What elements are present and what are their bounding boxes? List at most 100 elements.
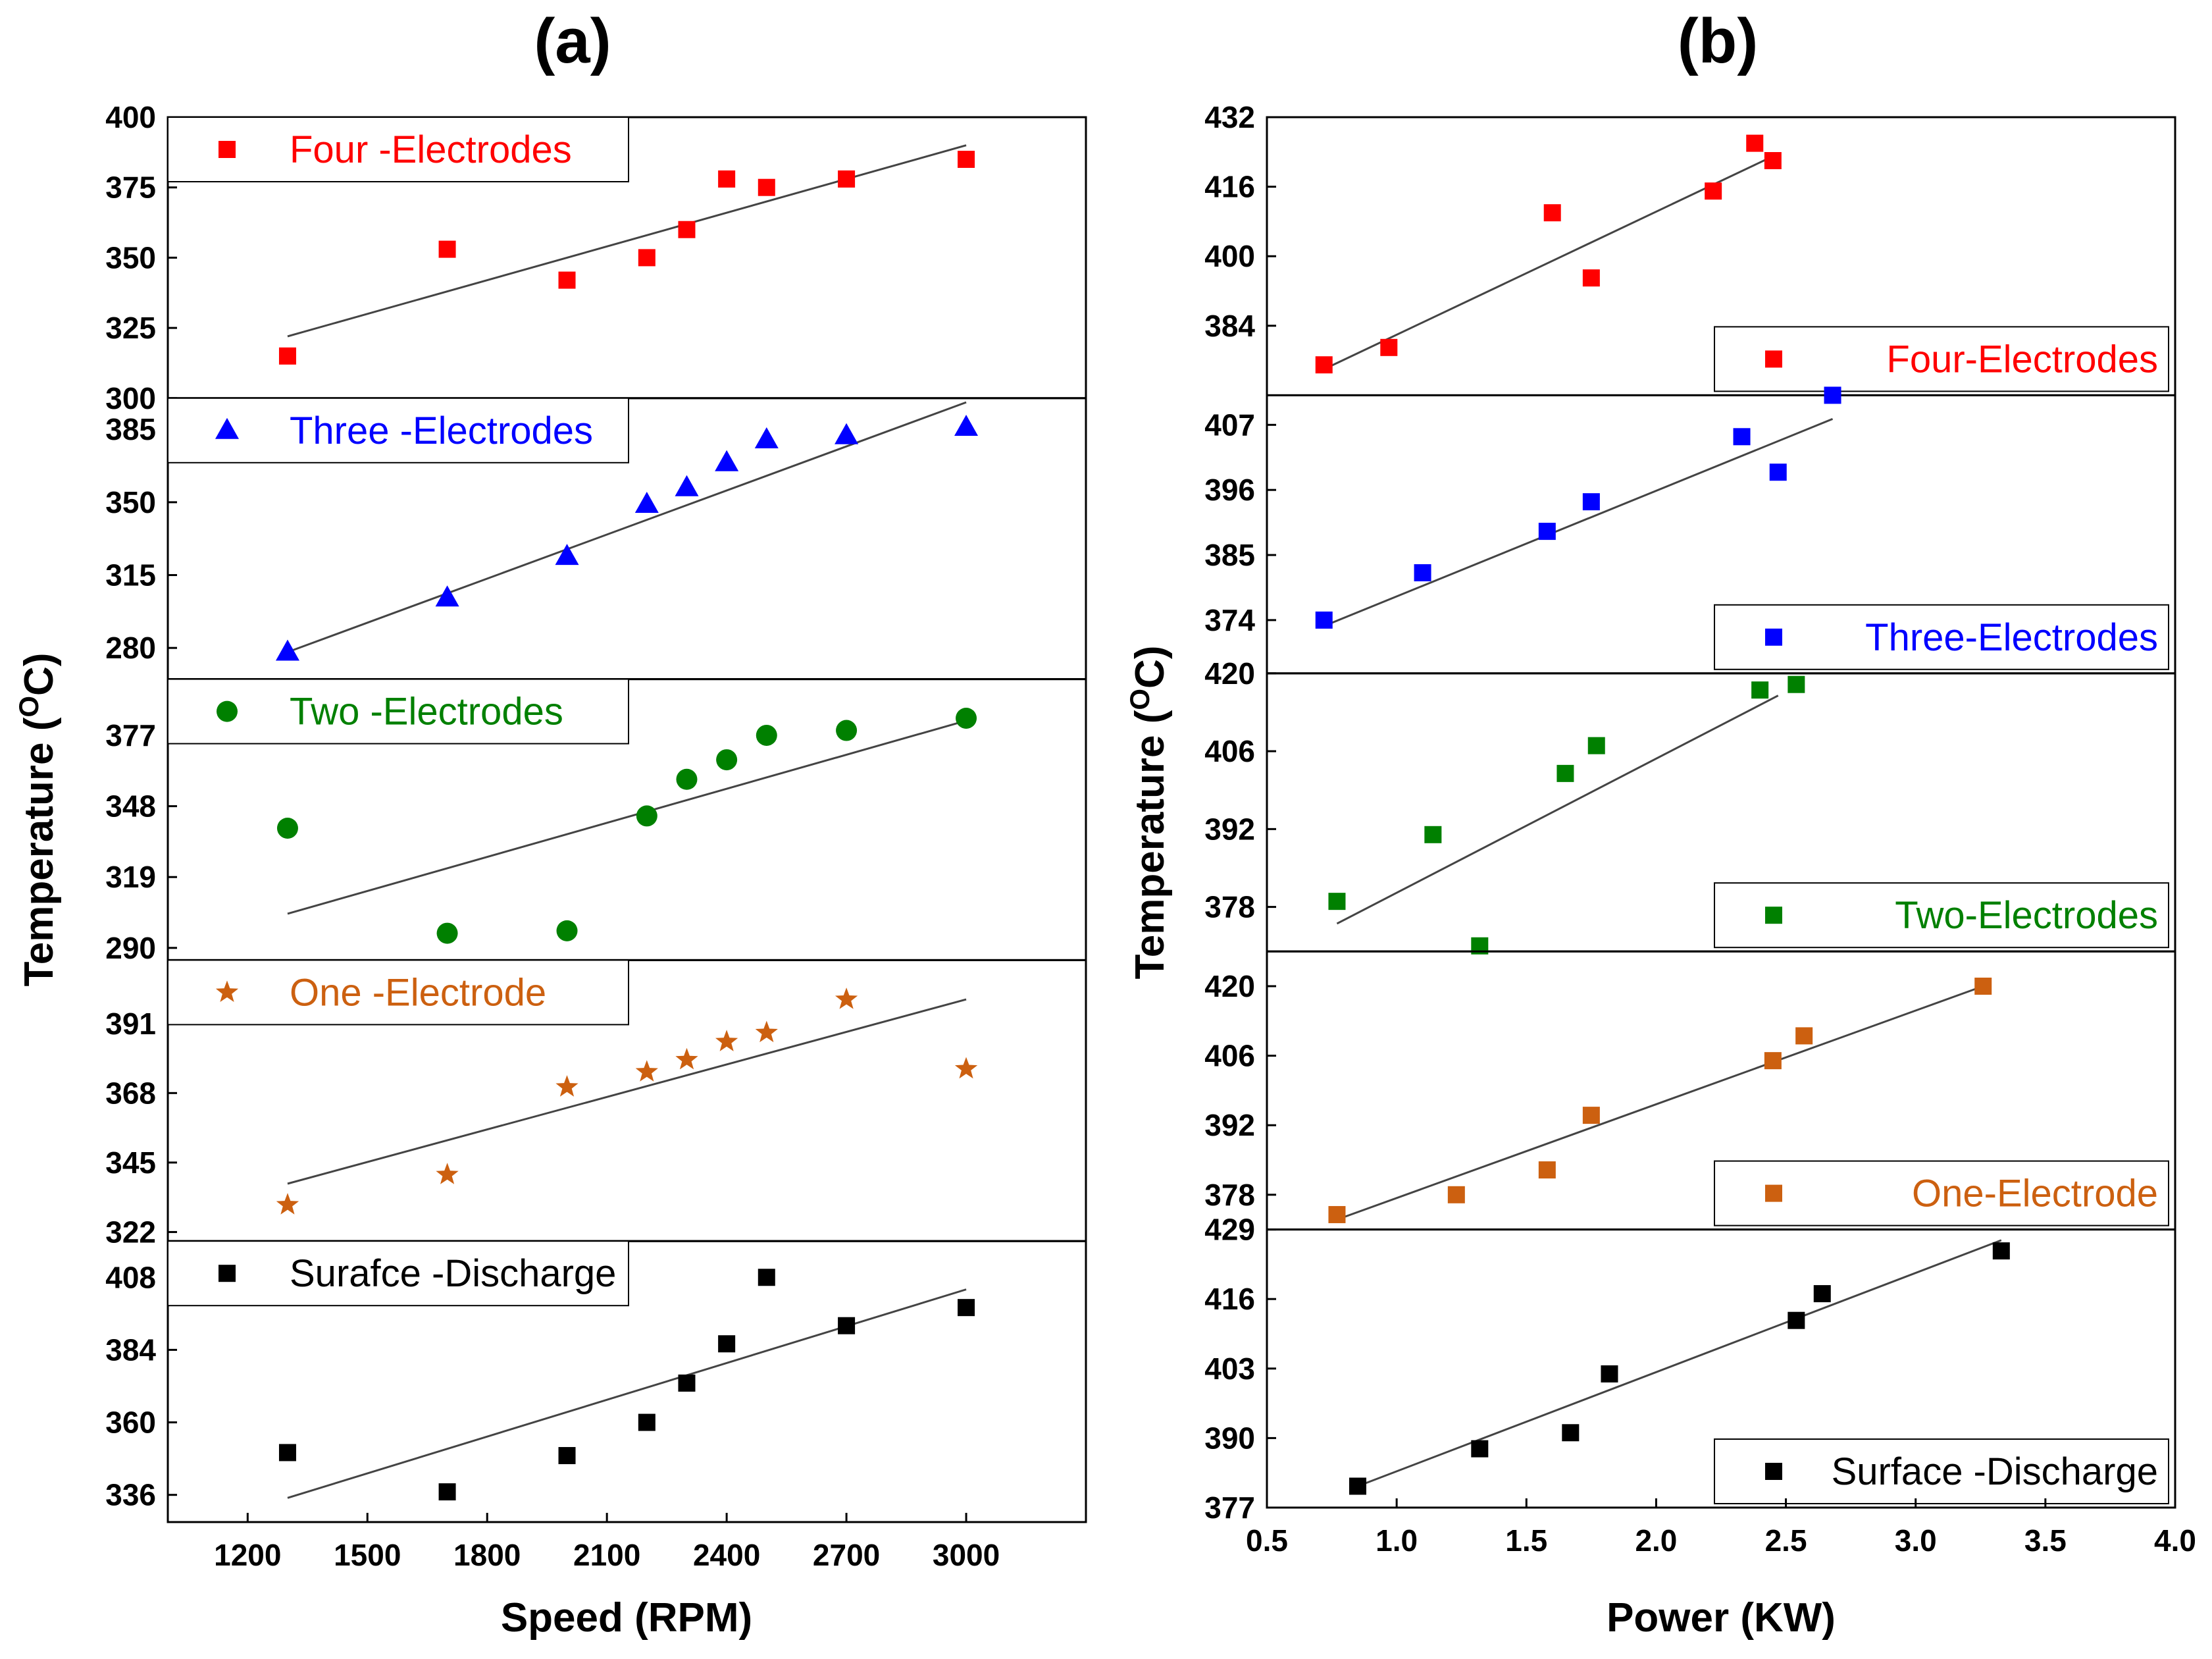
y-tick-label: 396 — [1204, 473, 1255, 507]
y-tick-label: 416 — [1204, 1282, 1255, 1316]
subplot-three-electrodes: 280 315 350 385 Three -Electrodes — [105, 397, 1087, 681]
y-tick-label: 368 — [105, 1076, 156, 1110]
legend-marker — [1765, 907, 1782, 924]
subplot-two-electrodes: 378 392 406 420 Two-Electrodes — [1204, 656, 2176, 955]
data-point — [634, 492, 659, 514]
data-point — [1424, 826, 1442, 843]
data-point — [435, 585, 459, 607]
y-tick-label: 378 — [1204, 890, 1255, 924]
data-point — [636, 805, 657, 827]
chart-a: (a)Speed (RPM)Temperature (OC)3003253503… — [13, 6, 1087, 1641]
legend-box — [1714, 1160, 2169, 1226]
y-tick-label: 280 — [105, 631, 156, 665]
data-point — [278, 1444, 296, 1462]
y-tick-label: 360 — [105, 1406, 156, 1440]
legend-label: Four-Electrodes — [1886, 338, 2158, 381]
legend-box — [1714, 604, 2169, 670]
legend-marker — [215, 980, 239, 1002]
y-tick-label: 432 — [1204, 100, 1255, 134]
data-point — [754, 427, 779, 449]
y-tick-label: 350 — [105, 485, 156, 519]
y-tick-label: 385 — [105, 412, 156, 446]
data-point — [1315, 611, 1333, 629]
panel-letter: (b) — [1678, 6, 1759, 76]
legend-label: Two-Electrodes — [1895, 894, 2158, 937]
data-point — [1543, 204, 1561, 222]
legend-box — [1714, 882, 2169, 949]
data-point — [958, 151, 975, 169]
data-point — [558, 1447, 576, 1465]
y-axis-label: Temperature (OC) — [13, 653, 62, 987]
data-point — [436, 922, 458, 944]
legend-marker — [1765, 1184, 1782, 1202]
data-point — [1447, 1186, 1465, 1203]
x-tick-label: 2700 — [813, 1538, 880, 1572]
data-point — [1582, 1107, 1600, 1124]
data-point — [1788, 675, 1805, 693]
y-axis-label-superscript: O — [13, 696, 44, 718]
y-tick-label: 315 — [105, 558, 156, 592]
data-point — [835, 988, 858, 1009]
y-tick-label: 416 — [1204, 170, 1255, 204]
legend-box — [167, 117, 629, 182]
data-point — [835, 423, 859, 444]
subplot-one-electrode: 322 345 368 391 One -Electrode — [105, 959, 1087, 1249]
y-tick-label: 400 — [1204, 239, 1255, 273]
y-tick-label: 390 — [1204, 1421, 1255, 1455]
data-point — [958, 1299, 975, 1317]
y-tick-label: 378 — [1204, 1178, 1255, 1212]
x-tick-label: 2.5 — [1765, 1523, 1807, 1558]
data-point — [436, 1163, 459, 1184]
y-axis-label-main: Temperature ( — [1127, 710, 1173, 979]
subplot-four-electrodes: 300 325 350 375 400 Four -Electrodes — [105, 100, 1087, 415]
legend-box — [167, 678, 629, 745]
y-tick-label: 385 — [1204, 538, 1255, 572]
legend-label: Surface -Discharge — [1832, 1450, 2158, 1493]
data-point — [555, 1075, 579, 1097]
x-tick-label: 4.0 — [2154, 1523, 2196, 1558]
subplot-four-electrodes: 384 400 416 432 Four-Electrodes — [1204, 100, 2176, 396]
data-point — [838, 1317, 856, 1334]
data-point — [1788, 1311, 1805, 1329]
data-point — [275, 639, 299, 661]
chart-b: (b) Power (KW) Temperature (OC) 384 400 416 43… — [1124, 6, 2196, 1641]
data-point — [1471, 1440, 1489, 1458]
x-tick-label: 3.0 — [1895, 1523, 1937, 1558]
data-point — [715, 450, 739, 471]
y-tick-label: 403 — [1204, 1352, 1255, 1386]
fit-line — [1336, 695, 1779, 925]
data-point — [1328, 893, 1346, 910]
x-axis-label: Power (KW) — [1607, 1595, 1836, 1641]
legend-label: Three -Electrodes — [290, 409, 593, 452]
y-tick-label: 429 — [1204, 1213, 1255, 1247]
x-tick-label: 1500 — [334, 1538, 401, 1572]
data-point — [276, 817, 298, 839]
legend-box — [167, 959, 629, 1026]
data-point — [1795, 1027, 1813, 1045]
data-point — [555, 544, 579, 566]
x-tick-label: 1.0 — [1376, 1523, 1418, 1558]
data-point — [1705, 182, 1722, 200]
subplot-two-electrodes: 290 319 348 377 Two -Electrodes — [105, 678, 1087, 965]
y-tick-label: 406 — [1204, 734, 1255, 768]
x-tick-label: 1.5 — [1505, 1523, 1547, 1558]
data-point — [635, 1060, 658, 1082]
x-tick-label: 2400 — [693, 1538, 760, 1572]
y-tick-label: 408 — [105, 1260, 156, 1294]
legend-label: Four -Electrodes — [290, 128, 572, 171]
data-point — [954, 1057, 978, 1079]
data-point — [718, 170, 736, 188]
data-point — [1538, 1161, 1556, 1179]
legend-marker — [217, 700, 238, 722]
data-point — [1601, 1365, 1618, 1382]
y-tick-label: 400 — [105, 100, 156, 134]
fit-line — [1324, 417, 1834, 627]
data-point — [954, 415, 979, 436]
data-point — [1992, 1242, 2010, 1260]
legend-label: Three-Electrodes — [1865, 616, 2158, 659]
x-tick-label: 3.5 — [2024, 1523, 2067, 1558]
legend-box — [1714, 1438, 2169, 1504]
data-point — [438, 1483, 456, 1501]
subplot-surface-discharge: 377 390 403 416 429 Surface -Discharge — [1204, 1213, 2176, 1525]
y-axis-label-superscript: O — [1124, 689, 1155, 710]
